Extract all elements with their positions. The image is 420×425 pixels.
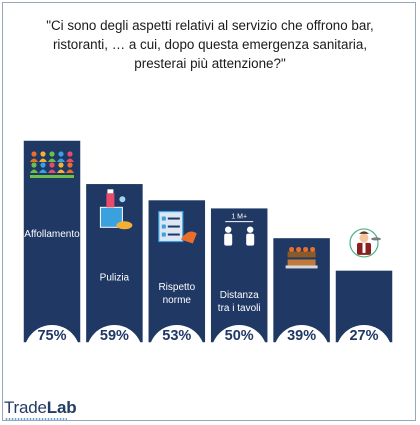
value-label-2: 59% — [100, 328, 129, 344]
crowd-body — [66, 158, 74, 162]
waiter-tray — [371, 237, 381, 241]
crowd-body — [39, 169, 47, 173]
food — [296, 246, 302, 252]
person-head — [247, 226, 254, 233]
food — [303, 246, 309, 252]
category-label-2: Pulizia — [100, 272, 130, 283]
crowd-body — [66, 169, 74, 173]
logo-part-trade: Trade — [4, 398, 47, 417]
crowd-head — [49, 151, 55, 157]
cleaning-icon — [99, 189, 133, 230]
crowd-head — [40, 162, 46, 168]
title-line-2: ristoranti, … a cui, dopo questa emergen… — [52, 37, 368, 52]
hand — [180, 231, 197, 244]
spray-bottle — [106, 193, 115, 208]
category-label-4-line-2: tra i tavoli — [218, 303, 261, 314]
crowd-head — [67, 162, 73, 168]
crowd-body — [48, 169, 56, 173]
title-line-3: presterai più attenzione?" — [134, 56, 286, 71]
crowd-head — [58, 162, 64, 168]
value-label-1: 75% — [37, 328, 66, 344]
crowd-ground — [30, 175, 74, 178]
waiter-hair — [359, 231, 369, 234]
distance-icon: 1 M+ — [224, 214, 255, 246]
check-line — [167, 225, 180, 228]
crowd-body — [30, 158, 38, 162]
bar-4 — [209, 206, 269, 344]
crowd-head — [67, 151, 73, 157]
tray-mid — [287, 259, 316, 266]
bubble — [119, 196, 126, 203]
value-label-6: 27% — [349, 328, 378, 344]
crowd-body — [48, 158, 56, 162]
value-label-4: 50% — [225, 328, 254, 344]
tradelab-logo: TradeLab — [4, 398, 77, 418]
sponge — [116, 221, 133, 230]
category-label-3-line-1: Rispetto — [158, 282, 195, 293]
chart-title: "Ci sono degli aspetti relativi al servi… — [20, 16, 400, 73]
food — [289, 246, 295, 252]
crowd-head — [31, 151, 37, 157]
buffet-base — [285, 265, 318, 269]
logo-dots — [5, 418, 67, 420]
crowd-head — [40, 151, 46, 157]
category-label-3-line-2: norme — [163, 295, 192, 306]
crowd-icon — [30, 151, 74, 178]
value-label-5: 39% — [287, 328, 316, 344]
waiter-head — [359, 233, 369, 243]
crowd-head — [58, 151, 64, 157]
value-label-3: 53% — [162, 328, 191, 344]
category-label-1: Affollamento — [24, 229, 80, 240]
waiter-icon — [349, 228, 381, 258]
person-body — [224, 233, 233, 246]
buffet-icon — [285, 246, 318, 269]
crowd-head — [31, 162, 37, 168]
check-box — [161, 232, 166, 237]
baseline-mask — [14, 350, 406, 390]
check-box — [161, 224, 166, 229]
waiter-shirt — [362, 242, 366, 253]
tray-top — [287, 251, 316, 258]
check-line — [167, 217, 180, 220]
logo-part-lab: Lab — [46, 398, 77, 417]
crowd-head — [49, 162, 55, 168]
check-box — [161, 216, 166, 221]
checklist-icon — [158, 210, 197, 244]
check-line — [167, 233, 180, 236]
crowd-body — [57, 158, 65, 162]
spray-nozzle — [107, 189, 114, 194]
person-body — [246, 233, 255, 246]
title-line-1: "Ci sono degli aspetti relativi al servi… — [46, 18, 374, 33]
distance-text: 1 M+ — [231, 214, 247, 221]
category-label-4-line-1: Distanza — [220, 290, 259, 301]
food — [310, 246, 316, 252]
crowd-body — [39, 158, 47, 162]
crowd-body — [30, 169, 38, 173]
crowd-body — [57, 169, 65, 173]
person-head — [225, 226, 232, 233]
